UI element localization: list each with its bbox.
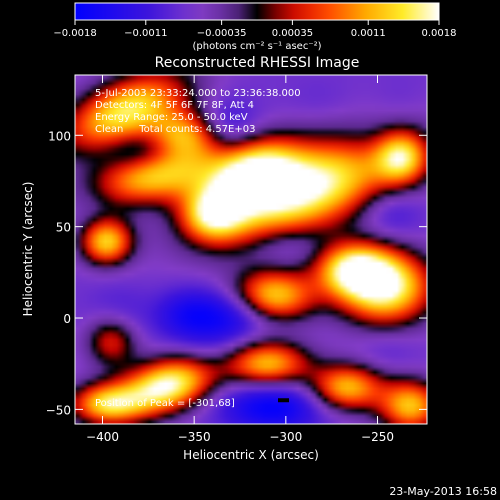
- colorbar-tick-label: 0.0011: [351, 28, 386, 39]
- annotation-time-range: 5-Jul-2003 23:33:24.000 to 23:36:38.000: [95, 88, 301, 99]
- colorbar-ticks: −0.0018 −0.0011 −0.00035 0.00035 0.0011 0.001…: [53, 20, 457, 39]
- colorbar-units-label: (photons cm⁻² s⁻¹ asec⁻²): [192, 41, 321, 52]
- y-tick-label: −50: [46, 403, 71, 417]
- chart-title: Reconstructed RHESSI Image: [155, 55, 360, 71]
- footer-timestamp: 23-May-2013 16:58: [389, 485, 497, 498]
- x-tick-label: −250: [361, 430, 394, 444]
- colorbar-tick-label: 0.00035: [272, 28, 313, 39]
- colorbar-strip: [74, 2, 440, 21]
- heatmap-raster: [75, 75, 427, 424]
- annotation-detectors: Detectors: 4F 5F 6F 7F 8F, Att 4: [95, 100, 254, 111]
- colorbar-tick-label: −0.0018: [53, 28, 96, 39]
- x-tick-label: −300: [269, 430, 302, 444]
- y-tick-label: 50: [56, 221, 71, 235]
- y-tick-label: 0: [63, 312, 71, 326]
- x-tick-label: −400: [86, 430, 119, 444]
- colorbar: −0.0018 −0.0011 −0.00035 0.00035 0.0011 0.001…: [53, 2, 457, 52]
- annotation-block: 5-Jul-2003 23:33:24.000 to 23:36:38.000 …: [95, 88, 301, 135]
- x-axis-label: Heliocentric X (arcsec): [183, 448, 319, 462]
- x-axis-ticks: −400 −350 −300 −250: [86, 75, 394, 444]
- colorbar-tick-label: 0.0018: [422, 28, 457, 39]
- y-axis-ticks: −50 0 50 100: [46, 129, 427, 417]
- plot-frame: [74, 74, 428, 425]
- y-axis-label: Heliocentric Y (arcsec): [21, 182, 35, 317]
- annotation-energy-range: Energy Range: 25.0 - 50.0 keV: [95, 112, 248, 123]
- y-tick-label: 100: [48, 129, 71, 143]
- colorbar-tick-label: −0.00035: [197, 28, 247, 39]
- peak-marker: [278, 398, 289, 403]
- heatmap-image: [75, 75, 427, 424]
- peak-position-label: Position of Peak = [-301,68]: [95, 398, 235, 409]
- x-tick-label: −350: [178, 430, 211, 444]
- annotation-clean-counts: Clean Total counts: 4.57E+03: [95, 124, 255, 135]
- colorbar-tick-label: −0.0011: [124, 28, 167, 39]
